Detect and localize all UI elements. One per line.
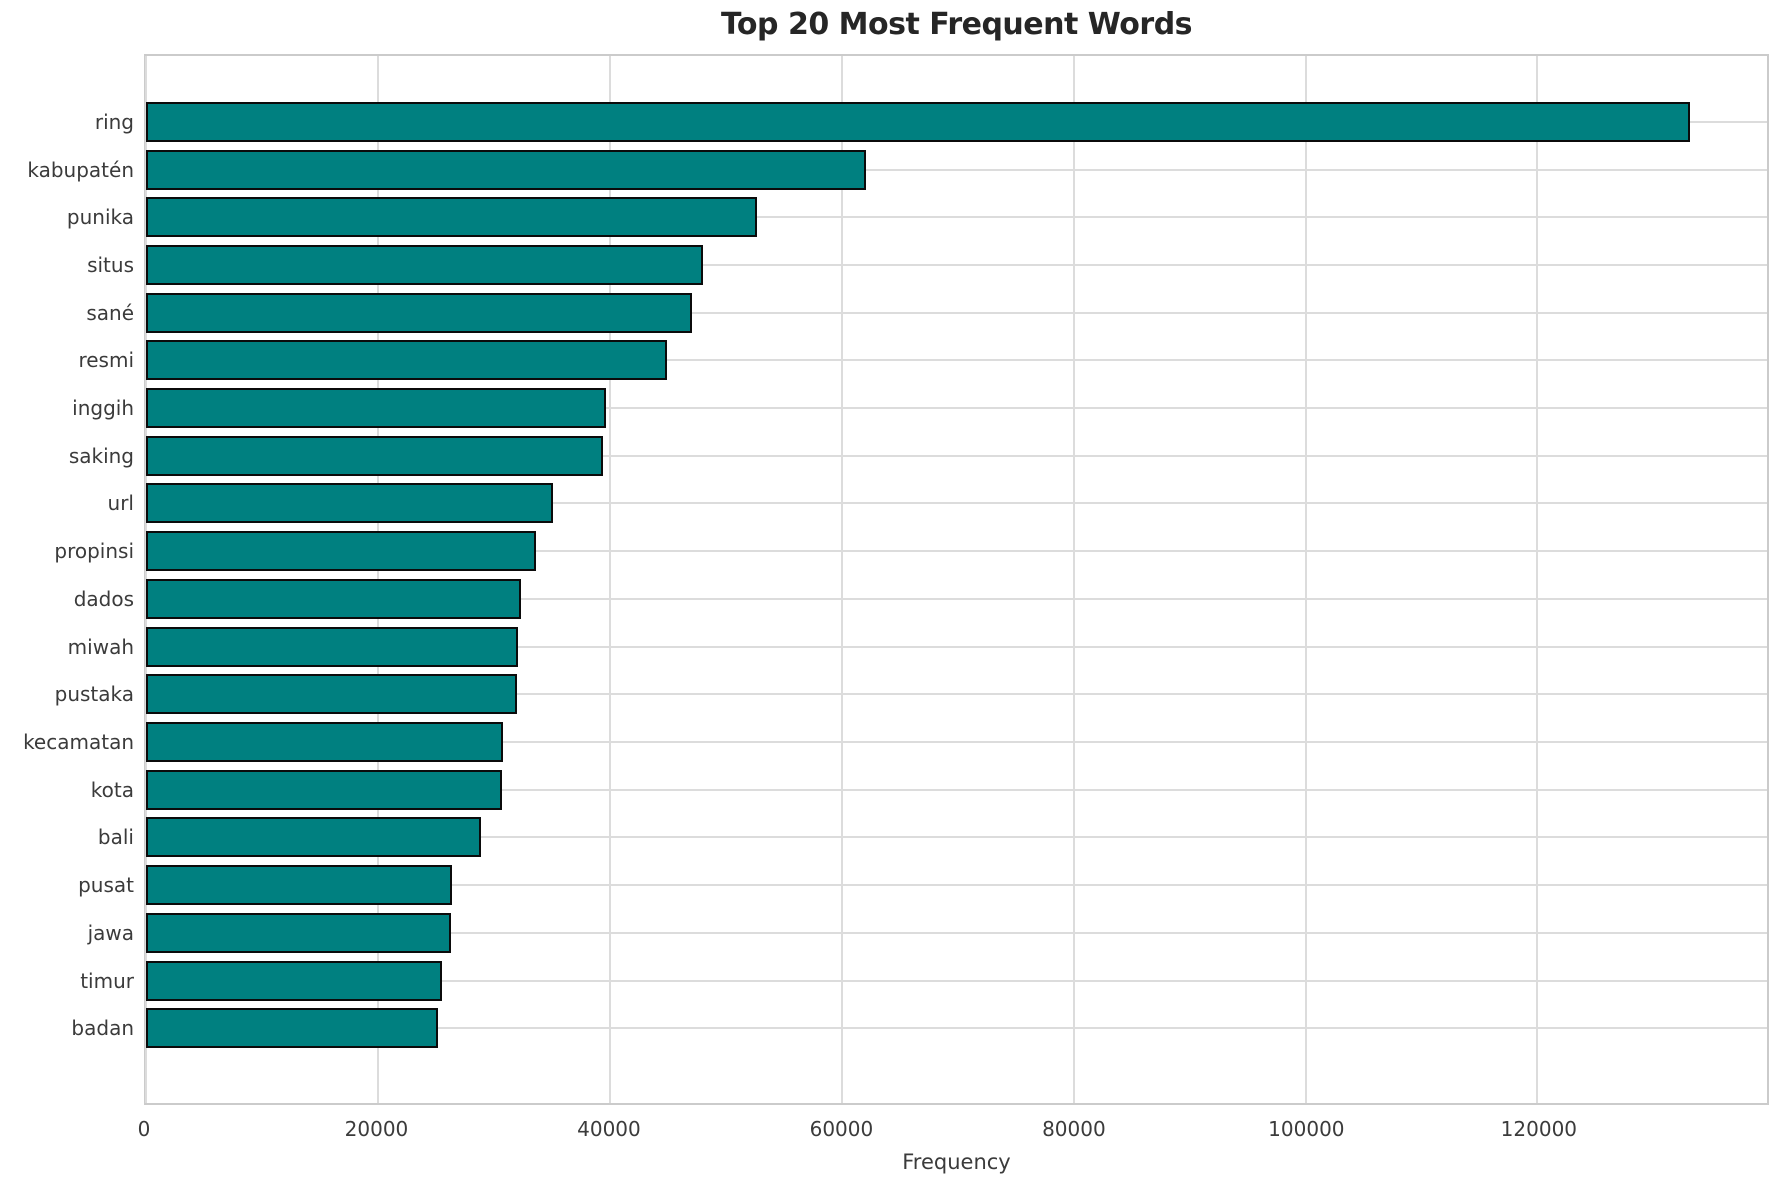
- y-tick-label: kota: [90, 777, 134, 802]
- bar-row: url: [108, 480, 1767, 528]
- bar-kecamatan: [146, 721, 504, 762]
- x-tick-label: 100000: [1268, 1117, 1345, 1141]
- plot-area: ring kabupatén punika situs sané resmi inggih s…: [23, 54, 1769, 1105]
- gridline-horizontal: [146, 454, 1767, 457]
- gridline-horizontal: [146, 311, 1767, 314]
- bar-pustaka: [146, 674, 518, 715]
- bar-propinsi: [146, 531, 536, 572]
- x-axis-ticks: 0 20000 40000 60000 80000 100000 120000: [138, 1105, 1769, 1145]
- gridline-vertical: [840, 56, 843, 1103]
- bar-row: kota: [91, 766, 1767, 814]
- bar-timur: [146, 960, 442, 1001]
- x-axis-label: Frequency: [902, 1150, 1011, 1174]
- x-tick-label: 20000: [344, 1117, 409, 1141]
- bar-punika: [146, 197, 758, 238]
- gridline-horizontal: [146, 550, 1767, 553]
- y-tick-label: miwah: [67, 634, 134, 659]
- bar-row: punika: [67, 193, 1767, 241]
- gridline-horizontal: [146, 359, 1767, 362]
- gridline-vertical: [1072, 56, 1075, 1103]
- bar-kabupatén: [146, 149, 867, 190]
- bar-row: kabupatén: [27, 146, 1767, 194]
- x-tick-label: 40000: [577, 1117, 641, 1141]
- bar-row: dados: [74, 575, 1767, 623]
- y-tick-label: inggih: [72, 396, 134, 421]
- y-tick-label: ring: [94, 109, 134, 134]
- y-tick-label: url: [107, 491, 134, 516]
- y-tick-label: kecamatan: [23, 729, 134, 754]
- y-tick-label: badan: [71, 1016, 134, 1041]
- bar-bali: [146, 817, 482, 858]
- bar-url: [146, 483, 553, 524]
- bar-kota: [146, 769, 502, 810]
- x-tick-label: 0: [137, 1117, 151, 1141]
- bar-resmi: [146, 340, 667, 381]
- gridline-horizontal: [146, 645, 1767, 648]
- gridline-vertical: [1536, 56, 1539, 1103]
- gridline-horizontal: [146, 740, 1767, 743]
- bar-row: timur: [80, 957, 1767, 1005]
- gridline-horizontal: [146, 407, 1767, 410]
- bar-saking: [146, 435, 603, 476]
- bar-row: ring: [95, 98, 1767, 146]
- bar-miwah: [146, 626, 519, 667]
- y-tick-label: bali: [97, 825, 134, 850]
- bar-row: pustaka: [55, 670, 1767, 718]
- bar-jawa: [146, 912, 451, 953]
- x-tick-label: 60000: [809, 1117, 874, 1141]
- y-tick-label: propinsi: [54, 539, 134, 564]
- bar-sané: [146, 292, 693, 333]
- bar-row: saking: [69, 432, 1767, 480]
- y-tick-label: dados: [73, 586, 134, 611]
- gridline-vertical: [608, 56, 611, 1103]
- y-tick-label: sané: [86, 300, 134, 325]
- bar-row: resmi: [78, 337, 1767, 385]
- bar-inggih: [146, 388, 607, 429]
- bar-row: pusat: [78, 861, 1767, 909]
- x-tick-label: 120000: [1500, 1117, 1578, 1141]
- bar-row: miwah: [68, 623, 1767, 671]
- bar-row: propinsi: [54, 527, 1767, 575]
- gridline-horizontal: [146, 168, 1767, 171]
- bar-pusat: [146, 865, 453, 906]
- bar-row: sané: [86, 289, 1767, 337]
- x-tick-label: 80000: [1042, 1117, 1106, 1141]
- bar-rows: ring kabupatén punika situs sané resmi inggih s…: [23, 56, 1767, 1103]
- bar-row: badan: [71, 1004, 1767, 1052]
- bar-badan: [146, 1008, 439, 1049]
- gridline-horizontal: [146, 884, 1767, 887]
- y-tick-label: timur: [80, 968, 134, 993]
- gridline-horizontal: [146, 979, 1767, 982]
- y-tick-label: pusat: [78, 873, 134, 898]
- gridline-horizontal: [146, 597, 1767, 600]
- gridline-horizontal: [146, 263, 1767, 266]
- gridline-horizontal: [146, 1027, 1767, 1030]
- gridline-horizontal: [146, 216, 1767, 219]
- chart-title: Top 20 Most Frequent Words: [720, 7, 1193, 42]
- gridline-horizontal: [146, 788, 1767, 791]
- y-tick-label: punika: [66, 205, 134, 230]
- y-tick-label: situs: [87, 252, 134, 277]
- gridline-horizontal: [146, 836, 1767, 839]
- y-tick-label: jawa: [87, 920, 134, 945]
- bar-dados: [146, 578, 521, 619]
- gridline-horizontal: [146, 931, 1767, 934]
- bar-ring: [146, 101, 1691, 142]
- bar-row: situs: [87, 241, 1767, 289]
- y-tick-label: kabupatén: [27, 157, 134, 182]
- bar-situs: [146, 244, 703, 285]
- y-tick-label: resmi: [78, 348, 134, 373]
- gridline-horizontal: [146, 502, 1767, 505]
- bar-row: bali: [98, 814, 1767, 862]
- gridline-vertical: [1304, 56, 1307, 1103]
- gridline-horizontal: [146, 693, 1767, 696]
- bar-row: inggih: [72, 384, 1767, 432]
- y-tick-label: saking: [68, 443, 134, 468]
- bar-row: kecamatan: [23, 718, 1767, 766]
- bar-row: jawa: [88, 909, 1767, 957]
- y-tick-label: pustaka: [54, 682, 134, 707]
